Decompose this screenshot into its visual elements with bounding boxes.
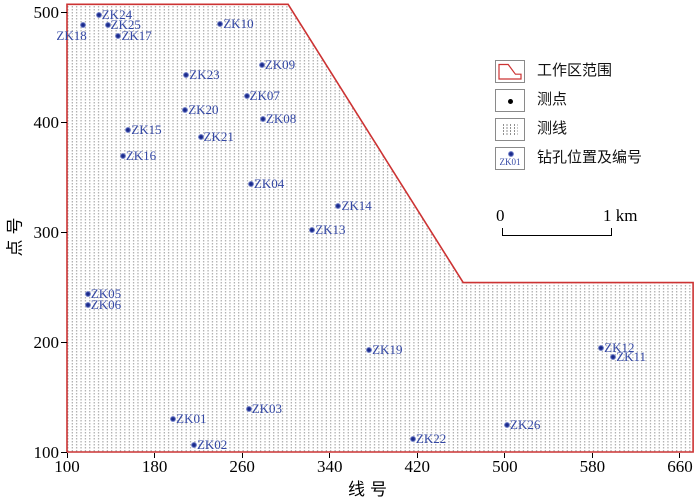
drillhole-marker-ZK07 [243,92,250,99]
work-area-boundary [66,3,694,453]
x-tick-label: 660 [667,457,693,476]
y-tick [61,231,67,233]
drillhole-marker-ZK24 [95,12,102,19]
legend-label-drillhole: 钻孔位置及编号 [537,150,643,166]
drillhole-marker-ZK21 [197,134,204,141]
scale-bar-km-label: 1 km [603,206,638,225]
legend-swatch-box [495,118,525,141]
drillhole-icon-label: ZK01 [499,157,521,167]
drillhole-label-ZK01: ZK01 [176,411,207,426]
x-tick-label: 180 [141,457,168,476]
drillhole-label-ZK06: ZK06 [90,296,122,312]
x-tick [241,453,243,458]
drillhole-label-ZK18: ZK18 [56,28,87,44]
drillhole-label-ZK05: ZK05 [90,285,122,301]
y-tick-label: 300 [33,222,60,242]
scale-bar-line [502,228,612,236]
drillhole-marker-ZK10 [217,21,224,28]
drillhole-label-ZK22: ZK22 [415,430,447,446]
y-tick-label: 400 [33,112,60,132]
x-tick-label: 260 [229,457,255,476]
legend-label-survey-point: 测点 [537,92,568,108]
y-tick [61,341,67,343]
drillhole-label-ZK26: ZK26 [510,416,541,432]
drillhole-label-ZK09: ZK09 [264,56,296,72]
legend-swatch-box: ZK01 [495,147,525,170]
x-tick [154,453,156,458]
y-tick [61,451,67,453]
drillhole-label-ZK03: ZK03 [251,401,283,417]
drillhole-marker-ZK20 [182,106,189,113]
drillhole-label-ZK16: ZK16 [125,148,157,164]
drillhole-label-ZK07: ZK07 [249,87,280,103]
y-tick [61,121,67,123]
drillhole-marker-ZK08 [259,115,266,122]
legend-label-survey-line: 测线 [537,121,568,137]
survey-point-icon [508,99,513,104]
drillhole-label-ZK11: ZK11 [616,349,647,365]
drillhole-marker-ZK14 [335,202,342,209]
drillhole-marker-ZK26 [504,421,511,428]
y-tick-label: 200 [33,332,60,352]
drillhole-marker-ZK03 [245,406,252,413]
drillhole-label-ZK25: ZK25 [110,17,141,33]
x-tick-label: 580 [579,457,606,476]
x-tick-label: 500 [492,457,518,476]
drillhole-label-ZK08: ZK08 [265,110,297,126]
drillhole-marker-ZK01 [170,416,177,422]
drillhole-marker-ZK15 [125,126,132,133]
x-tick [416,453,418,458]
drillhole-marker-ZK09 [258,61,265,68]
x-tick [679,453,681,458]
drillhole-label-ZK23: ZK23 [189,66,220,82]
survey-line-icon [503,123,518,136]
x-tick [591,453,593,458]
drillhole-label-ZK10: ZK10 [223,16,254,32]
legend-swatch-box [495,89,525,112]
drillhole-label-ZK15: ZK15 [131,121,162,137]
drillhole-marker-ZK05 [84,290,91,297]
drillhole-label-ZK21: ZK21 [203,129,234,145]
x-axis-title: 线号 [348,480,392,499]
x-tick-label: 420 [404,457,431,476]
y-tick-label: 100 [33,442,60,462]
drillhole-label-ZK13: ZK13 [315,221,346,237]
drillhole-marker-ZK13 [309,226,316,233]
drillhole-label-ZK14: ZK14 [341,197,372,213]
drillhole-marker-ZK18 [80,22,87,29]
drillhole-marker-ZK22 [409,435,416,442]
drillhole-marker-ZK16 [119,153,126,160]
drillhole-label-ZK12: ZK12 [604,339,635,355]
drillhole-label-ZK19: ZK19 [372,341,403,357]
drillhole-marker-ZK11 [610,354,617,361]
drillhole-marker-ZK17 [115,33,122,40]
drillhole-marker-ZK12 [598,344,605,351]
drillhole-marker-ZK19 [366,346,373,353]
drillhole-marker-ZK23 [183,71,190,78]
drillhole-marker-ZK06 [84,301,91,308]
drillhole-marker-ZK02 [190,442,197,449]
drillhole-marker-ZK04 [247,180,254,187]
x-tick-label: 100 [54,457,80,476]
legend-label-workarea: 工作区范围 [537,63,613,79]
drillhole-marker-ZK25 [104,22,111,29]
drillhole-label-ZK17: ZK17 [121,28,152,44]
y-axis-title: 点号 [5,212,25,257]
drillhole-label-ZK24: ZK24 [101,7,133,23]
drillhole-icon [507,150,514,157]
drillhole-label-ZK02: ZK02 [196,437,228,453]
y-tick-label: 500 [33,2,60,22]
scale-bar-zero-label: 0 [496,206,505,225]
x-tick [66,453,68,458]
legend-swatch-box [495,60,525,83]
workarea-outline-icon [498,63,522,80]
drillhole-label-ZK20: ZK20 [188,101,219,117]
x-tick [329,453,331,458]
y-tick [61,11,67,13]
x-tick-label: 340 [316,457,343,476]
drillhole-label-ZK04: ZK04 [253,175,285,191]
x-tick [504,453,506,458]
